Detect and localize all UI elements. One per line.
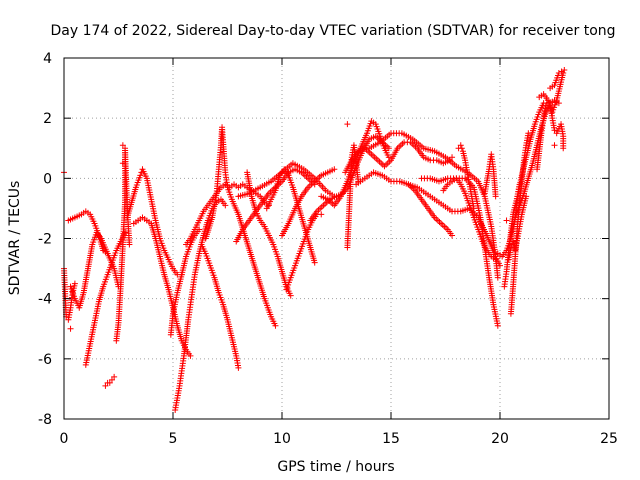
data-point bbox=[108, 376, 115, 383]
x-tick-label: 5 bbox=[169, 431, 178, 447]
data-point bbox=[119, 142, 126, 149]
data-point bbox=[551, 127, 558, 134]
data-points bbox=[61, 67, 568, 413]
x-tick-label: 20 bbox=[491, 431, 509, 447]
x-axis-tick-labels: 0 5 10 15 20 25 bbox=[60, 431, 618, 447]
x-tick-label: 0 bbox=[60, 431, 69, 447]
series-track bbox=[279, 166, 338, 239]
series-track bbox=[418, 175, 501, 329]
data-point bbox=[385, 154, 392, 161]
data-point bbox=[126, 241, 133, 248]
data-point bbox=[470, 205, 477, 212]
data-point bbox=[494, 274, 501, 281]
data-point bbox=[318, 211, 325, 218]
series-track bbox=[318, 118, 392, 209]
x-tick-label: 25 bbox=[600, 431, 618, 447]
data-point bbox=[458, 145, 465, 152]
series-track bbox=[536, 67, 568, 116]
data-point bbox=[523, 193, 530, 200]
y-tick-label: -2 bbox=[38, 232, 52, 248]
x-tick-label: 15 bbox=[382, 431, 400, 447]
data-point bbox=[449, 154, 456, 161]
series-track bbox=[124, 166, 185, 278]
data-point bbox=[492, 193, 499, 200]
data-point bbox=[222, 202, 229, 209]
series-track bbox=[102, 373, 118, 389]
data-point bbox=[287, 292, 294, 299]
y-tick-label: -6 bbox=[38, 352, 52, 368]
data-point bbox=[272, 322, 279, 329]
series-track bbox=[172, 196, 229, 413]
data-point bbox=[561, 67, 568, 74]
y-tick-label: -8 bbox=[38, 412, 52, 428]
series-track bbox=[113, 145, 133, 344]
data-point bbox=[71, 280, 78, 287]
data-point bbox=[111, 373, 118, 380]
data-point bbox=[492, 256, 499, 263]
series-track bbox=[455, 142, 477, 212]
data-point bbox=[311, 259, 318, 266]
series-track bbox=[283, 211, 325, 293]
data-point bbox=[560, 145, 567, 152]
data-point bbox=[344, 121, 351, 128]
data-point bbox=[235, 364, 242, 371]
data-point bbox=[494, 322, 501, 329]
series-track bbox=[263, 166, 318, 266]
data-point bbox=[187, 352, 194, 359]
x-tick-label: 10 bbox=[273, 431, 291, 447]
y-tick-label: -4 bbox=[38, 292, 52, 308]
data-point bbox=[555, 100, 562, 107]
series-track bbox=[481, 151, 499, 200]
series-track bbox=[67, 229, 122, 311]
data-point bbox=[67, 325, 74, 332]
series-track bbox=[244, 169, 294, 299]
series-track bbox=[202, 124, 279, 329]
series-track bbox=[440, 175, 499, 263]
data-point bbox=[102, 382, 109, 389]
data-point bbox=[525, 130, 532, 137]
grid-lines bbox=[64, 58, 609, 419]
series-track bbox=[534, 97, 567, 173]
data-point bbox=[457, 142, 464, 149]
y-axis-label: SDTVAR / TECUs bbox=[7, 181, 23, 296]
data-point bbox=[331, 166, 338, 173]
data-point bbox=[449, 232, 456, 239]
series-track bbox=[505, 193, 530, 263]
y-tick-label: 2 bbox=[43, 111, 52, 127]
series-track bbox=[198, 241, 242, 371]
data-point bbox=[507, 244, 514, 251]
chart-title: Day 174 of 2022, Sidereal Day-to-day VTE… bbox=[50, 23, 615, 39]
data-point bbox=[119, 160, 126, 167]
axis-ticks bbox=[63, 57, 610, 420]
series-track bbox=[167, 226, 203, 338]
y-tick-label: 4 bbox=[43, 51, 52, 67]
data-point bbox=[547, 85, 554, 92]
series-track bbox=[82, 229, 129, 368]
x-axis-label: GPS time / hours bbox=[277, 459, 394, 475]
y-tick-label: 0 bbox=[43, 171, 52, 187]
data-point bbox=[106, 379, 113, 386]
series-track bbox=[342, 139, 453, 176]
data-point bbox=[503, 217, 510, 224]
data-point bbox=[551, 142, 558, 149]
data-point bbox=[137, 172, 144, 179]
y-axis-tick-labels: -8 -6 -4 -2 0 2 4 bbox=[38, 51, 52, 428]
series-track bbox=[405, 181, 456, 239]
